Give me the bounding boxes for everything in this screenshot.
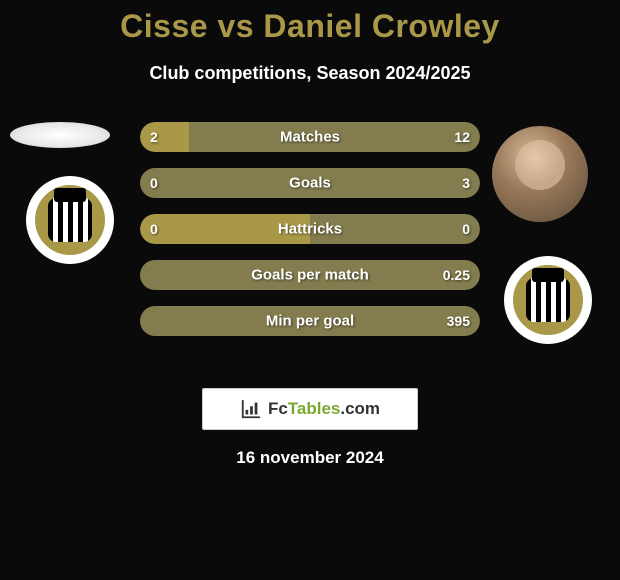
brand-text-part1: Fc — [268, 399, 288, 418]
brand-text-part2: Tables — [288, 399, 341, 418]
stat-bar: Hattricks 0 0 — [140, 214, 480, 244]
brand-logo-box: FcTables.com — [202, 388, 418, 430]
stat-value-right: 0 — [462, 221, 470, 237]
stat-bar: Goals per match 0.25 — [140, 260, 480, 290]
stat-label: Matches — [280, 129, 340, 146]
stat-value-left: 0 — [150, 175, 158, 191]
stat-bar: Matches 2 12 — [140, 122, 480, 152]
player-left-club-badge — [26, 176, 114, 264]
stat-bar: Min per goal 395 — [140, 306, 480, 336]
stat-value-right: 3 — [462, 175, 470, 191]
stat-bars-container: Matches 2 12 Goals 0 3 Hattricks 0 0 Goals per ma… — [140, 122, 480, 352]
club-badge-icon — [35, 185, 105, 255]
stat-label: Goals per match — [251, 267, 369, 284]
stat-label: Goals — [289, 175, 331, 192]
club-badge-icon — [513, 265, 583, 335]
stat-label: Min per goal — [266, 313, 354, 330]
footer-date: 16 november 2024 — [0, 448, 620, 468]
brand-text: FcTables.com — [268, 399, 380, 419]
stat-value-right: 12 — [454, 129, 470, 145]
stat-value-right: 0.25 — [443, 267, 470, 283]
stats-area: Matches 2 12 Goals 0 3 Hattricks 0 0 Goals per ma… — [0, 122, 620, 372]
player-right-club-badge — [504, 256, 592, 344]
chart-icon — [240, 398, 262, 420]
stat-value-left: 2 — [150, 129, 158, 145]
stat-value-right: 395 — [447, 313, 470, 329]
stat-bar-left-fill — [140, 122, 189, 152]
stat-value-left: 0 — [150, 221, 158, 237]
stat-bar: Goals 0 3 — [140, 168, 480, 198]
player-right-avatar — [492, 126, 588, 222]
stat-label: Hattricks — [278, 221, 342, 238]
comparison-subtitle: Club competitions, Season 2024/2025 — [0, 63, 620, 84]
player-left-avatar — [10, 122, 110, 148]
comparison-title: Cisse vs Daniel Crowley — [0, 0, 620, 45]
brand-text-part3: .com — [340, 399, 380, 418]
